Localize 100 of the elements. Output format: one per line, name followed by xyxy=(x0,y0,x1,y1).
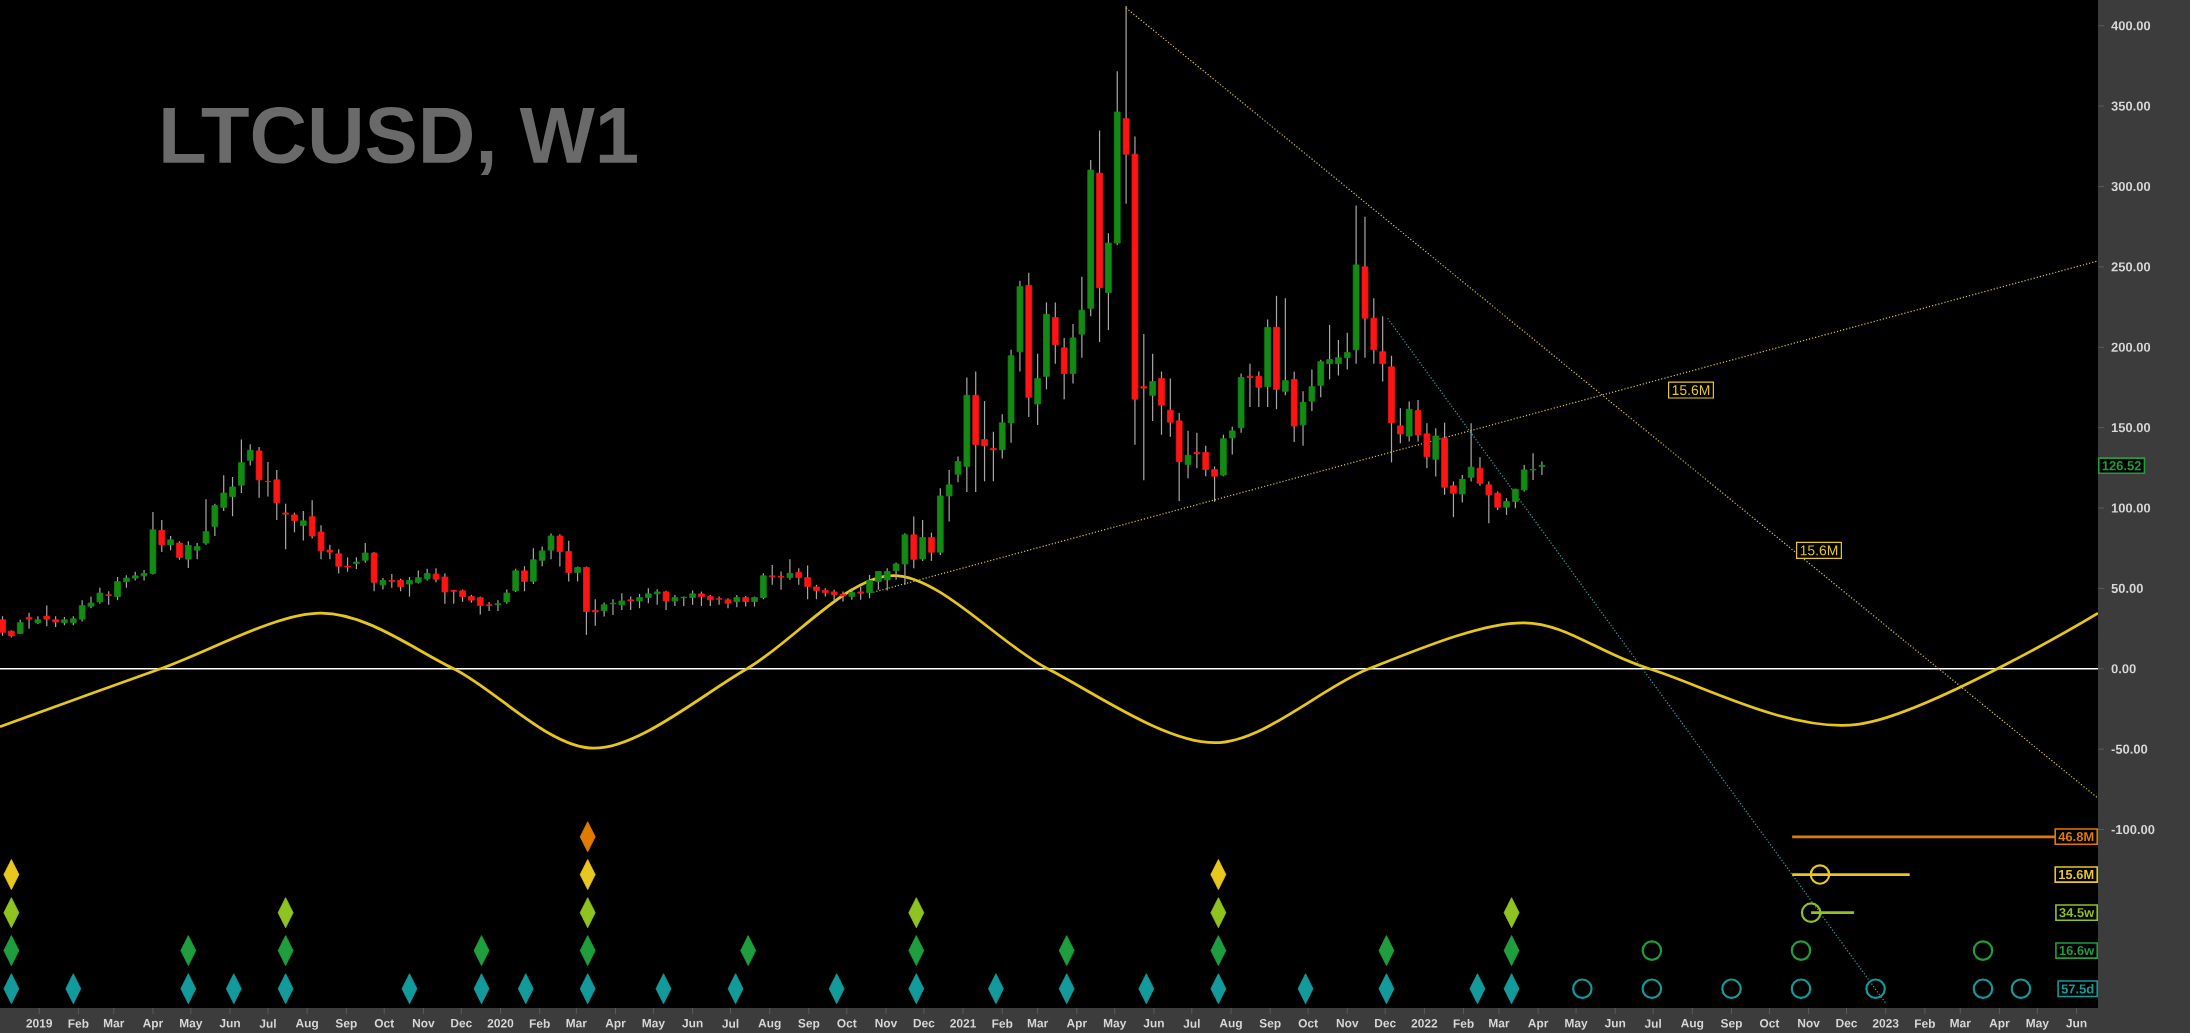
point xyxy=(1721,978,1742,1000)
point xyxy=(1809,864,1831,885)
candlestick xyxy=(1299,390,1307,447)
x-tick-label: Nov xyxy=(1798,1019,1820,1028)
y-tick-label: -100.00 xyxy=(2111,824,2155,835)
x-tick-label: Jul xyxy=(1183,1019,1200,1028)
candlestick xyxy=(786,558,794,581)
candlestick xyxy=(264,461,272,498)
candlestick xyxy=(1184,430,1192,479)
candlestick xyxy=(1202,445,1210,477)
point xyxy=(1972,978,1994,1000)
x-tick-label: 2022 xyxy=(1411,1019,1438,1028)
candlestick xyxy=(804,564,811,600)
candlestick xyxy=(565,540,573,583)
point xyxy=(1790,940,1812,961)
candlestick xyxy=(300,510,307,542)
x-tick-label: Jul xyxy=(1644,1019,1661,1028)
candlestick xyxy=(361,542,369,564)
candlestick xyxy=(1538,460,1546,476)
candlestick xyxy=(1211,465,1218,503)
candlestick xyxy=(114,576,121,601)
x-tick-label: Sep xyxy=(1259,1019,1281,1030)
x-tick-label: Feb xyxy=(992,1019,1013,1028)
candlestick xyxy=(1343,332,1351,371)
point xyxy=(1790,978,1812,1000)
candlestick xyxy=(485,601,493,612)
x-tick-label: Nov xyxy=(1336,1019,1359,1028)
candlestick xyxy=(981,400,988,482)
candlestick xyxy=(1326,324,1333,380)
candlestick xyxy=(273,469,281,521)
x-tick-label: Jun xyxy=(2066,1019,2087,1028)
candlestick xyxy=(1335,339,1342,377)
x-tick-label: Dec xyxy=(1836,1019,1858,1028)
candlestick xyxy=(1476,456,1484,487)
candlestick xyxy=(1149,353,1156,422)
candlestick xyxy=(512,568,519,593)
annotation: 15.6M xyxy=(1672,385,1710,396)
x-tick-label: Oct xyxy=(374,1019,395,1028)
x-tick-label: Apr xyxy=(1528,1019,1549,1030)
x-tick-label: Aug xyxy=(1681,1019,1704,1030)
y-tick-label: -50.00 xyxy=(2111,744,2148,754)
candlestick xyxy=(211,503,219,537)
annotation: 34.5w xyxy=(2059,908,2095,918)
candlestick xyxy=(1379,315,1386,383)
x-tick-label: Apr xyxy=(1989,1019,2010,1030)
x-tick-label: Dec xyxy=(1375,1019,1396,1028)
candlestick xyxy=(291,512,298,533)
x-tick-label: Mar xyxy=(103,1019,125,1028)
candlestick xyxy=(1458,474,1466,504)
x-tick-label: 2023 xyxy=(1872,1019,1899,1028)
candlestick xyxy=(768,564,776,586)
point xyxy=(1800,902,1822,923)
candlestick xyxy=(990,431,997,482)
x-tick-label: May xyxy=(1103,1019,1127,1030)
x-tick-label: Feb xyxy=(68,1019,89,1028)
candlestick xyxy=(1520,464,1528,493)
candlestick xyxy=(1193,432,1201,469)
x-tick-label: Jun xyxy=(1604,1019,1626,1028)
x-tick-label: Jun xyxy=(219,1019,240,1028)
x-tick-label: 2021 xyxy=(950,1019,977,1028)
candlestick xyxy=(1529,452,1537,481)
point xyxy=(1865,978,1886,1000)
candlestick xyxy=(282,503,289,550)
candlestick xyxy=(1282,297,1289,396)
line-series xyxy=(0,574,2099,750)
x-tick-label: Jul xyxy=(259,1019,276,1028)
candlestick xyxy=(556,533,564,568)
candlestick xyxy=(158,519,166,553)
point xyxy=(2010,978,2032,1000)
candlestick xyxy=(238,438,245,494)
x-tick-label: Oct xyxy=(1298,1019,1318,1028)
x-tick-label: Oct xyxy=(1759,1019,1780,1028)
y-tick-label: 350.00 xyxy=(2111,101,2151,111)
candlestick xyxy=(1308,368,1316,412)
candlestick xyxy=(229,476,236,517)
annotation: 15.6M xyxy=(1800,545,1838,556)
candlestick xyxy=(185,540,192,569)
candlestick xyxy=(406,576,413,598)
point xyxy=(1641,978,1663,1000)
candlestick xyxy=(1494,491,1501,511)
candlestick xyxy=(1397,407,1404,444)
x-tick-label: Jun xyxy=(1143,1019,1164,1028)
point xyxy=(1641,940,1663,961)
candlestick xyxy=(883,567,891,592)
candlestick xyxy=(494,599,502,612)
candlestick xyxy=(1167,377,1174,438)
x-tick-label: May xyxy=(642,1019,665,1030)
x-tick-label: Jul xyxy=(722,1019,739,1028)
candlestick xyxy=(335,548,343,575)
candlestick xyxy=(1485,480,1493,524)
x-tick-label: Aug xyxy=(1219,1019,1242,1030)
annotation: 46.8M xyxy=(2058,832,2094,842)
x-tick-label: Mar xyxy=(1489,1019,1510,1028)
candlestick xyxy=(671,594,679,607)
candlestick xyxy=(1228,426,1236,456)
y-tick-label: 50.00 xyxy=(2111,583,2143,593)
candlestick xyxy=(760,572,767,600)
y-tick-label: 0.00 xyxy=(2111,664,2136,674)
candlestick xyxy=(1450,480,1457,518)
x-tick-label: Mar xyxy=(1950,1019,1971,1028)
